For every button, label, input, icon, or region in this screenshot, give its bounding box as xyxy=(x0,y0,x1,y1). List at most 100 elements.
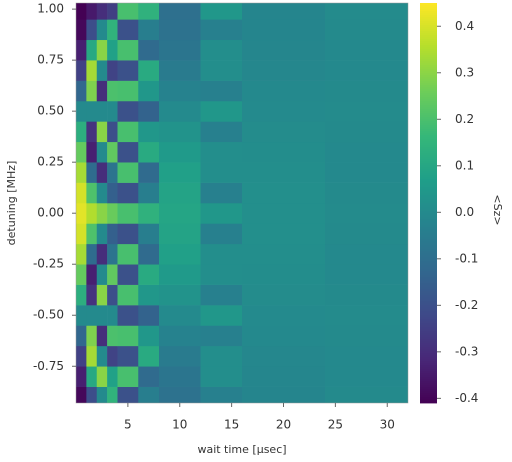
colorbar-segment xyxy=(420,43,437,46)
heatmap-cell xyxy=(117,305,139,326)
y-tick-label: 0.75 xyxy=(37,53,64,67)
heatmap-cell xyxy=(107,60,118,81)
colorbar-segment xyxy=(420,257,437,260)
colorbar-segment xyxy=(420,281,437,284)
colorbar-segment xyxy=(420,7,437,10)
heatmap-cell xyxy=(117,345,139,367)
x-tick-label: 20 xyxy=(276,418,291,432)
heatmap-cell xyxy=(200,366,243,387)
heatmap-cell xyxy=(242,223,326,245)
heatmap-cell xyxy=(117,121,139,143)
heatmap-cell xyxy=(107,80,118,102)
heatmap-cell xyxy=(159,3,201,20)
heatmap-cell xyxy=(86,264,98,285)
colorbar-segment xyxy=(420,323,437,326)
heatmap-cell xyxy=(117,243,139,265)
heatmap-cell xyxy=(242,100,326,122)
colorbar-segment xyxy=(420,97,437,100)
x-axis-title: wait time [μsec] xyxy=(197,443,286,456)
heatmap-cell xyxy=(138,3,160,20)
colorbar-segment xyxy=(420,297,437,300)
heatmap-cell xyxy=(76,203,87,224)
colorbar-segment xyxy=(420,121,437,124)
heatmap-cell xyxy=(138,284,160,306)
colorbar-segment xyxy=(420,327,437,330)
colorbar-segment xyxy=(420,111,437,114)
colorbar-segment xyxy=(420,273,437,276)
colorbar-segment xyxy=(420,275,437,278)
heatmap-cell xyxy=(200,19,243,41)
heatmap-cell xyxy=(138,223,160,245)
colorbar-segment xyxy=(420,239,437,242)
heatmap-cell xyxy=(242,19,326,41)
colorbar-segment xyxy=(420,163,437,166)
heatmap-cell xyxy=(159,182,201,204)
colorbar-segment xyxy=(420,127,437,130)
colorbar-segment xyxy=(420,353,437,356)
colorbar-segment xyxy=(420,159,437,162)
heatmap-cell xyxy=(96,100,108,122)
colorbar-segment xyxy=(420,347,437,350)
colorbar-segment xyxy=(420,307,437,310)
heatmap-cell xyxy=(107,305,118,326)
heatmap-cell xyxy=(96,19,108,41)
heatmap-cell xyxy=(96,60,108,81)
heatmap-cell xyxy=(200,305,243,326)
heatmap xyxy=(76,3,408,403)
colorbar-segment xyxy=(420,147,437,150)
x-tick-label: 15 xyxy=(224,418,239,432)
heatmap-cell xyxy=(159,162,201,183)
heatmap-cell xyxy=(159,366,201,387)
colorbar-segment xyxy=(420,375,437,378)
heatmap-cell xyxy=(325,386,408,403)
heatmap-cell xyxy=(325,80,408,102)
colorbar-segment xyxy=(420,401,437,404)
heatmap-cell xyxy=(325,182,408,204)
heatmap-cell xyxy=(117,19,139,41)
heatmap-cell xyxy=(159,80,201,102)
colorbar-segment xyxy=(420,135,437,138)
colorbar-segment xyxy=(420,143,437,146)
heatmap-cell xyxy=(325,100,408,122)
heatmap-cell xyxy=(96,345,108,367)
colorbar-tick-label: 0.2 xyxy=(455,112,474,126)
heatmap-cell xyxy=(200,264,243,285)
heatmap-cell xyxy=(76,100,87,122)
colorbar-segment xyxy=(420,73,437,76)
colorbar-segment xyxy=(420,151,437,154)
colorbar-segment xyxy=(420,333,437,336)
heatmap-cell xyxy=(86,284,98,306)
colorbar-segment xyxy=(420,3,437,6)
heatmap-cell xyxy=(107,19,118,41)
heatmap-cell xyxy=(200,80,243,102)
heatmap-cell xyxy=(200,162,243,183)
colorbar-segment xyxy=(420,21,437,24)
heatmap-cell xyxy=(76,141,87,163)
heatmap-cell xyxy=(107,366,118,387)
colorbar-tick-label: 0.1 xyxy=(455,158,474,172)
colorbar-segment xyxy=(420,55,437,58)
colorbar-segment xyxy=(420,11,437,14)
heatmap-cell xyxy=(107,141,118,163)
heatmap-cell xyxy=(76,182,87,204)
y-tick-label: -0.25 xyxy=(33,257,64,271)
colorbar-segment xyxy=(420,299,437,302)
heatmap-cell xyxy=(200,121,243,143)
heatmap-cell xyxy=(76,345,87,367)
colorbar-segment xyxy=(420,87,437,90)
colorbar-segment xyxy=(420,29,437,32)
heatmap-cell xyxy=(200,60,243,81)
colorbar-segment xyxy=(420,293,437,296)
colorbar-segment xyxy=(420,27,437,30)
colorbar-segment xyxy=(420,385,437,388)
colorbar-segment xyxy=(420,157,437,160)
colorbar-segment xyxy=(420,269,437,272)
heatmap-cell xyxy=(159,19,201,41)
colorbar-title: <Sz> xyxy=(491,194,504,225)
colorbar-segment xyxy=(420,255,437,258)
colorbar-segment xyxy=(420,201,437,204)
heatmap-cell xyxy=(86,80,98,102)
colorbar-segment xyxy=(420,259,437,262)
colorbar-segment xyxy=(420,15,437,18)
heatmap-cell xyxy=(117,60,139,81)
